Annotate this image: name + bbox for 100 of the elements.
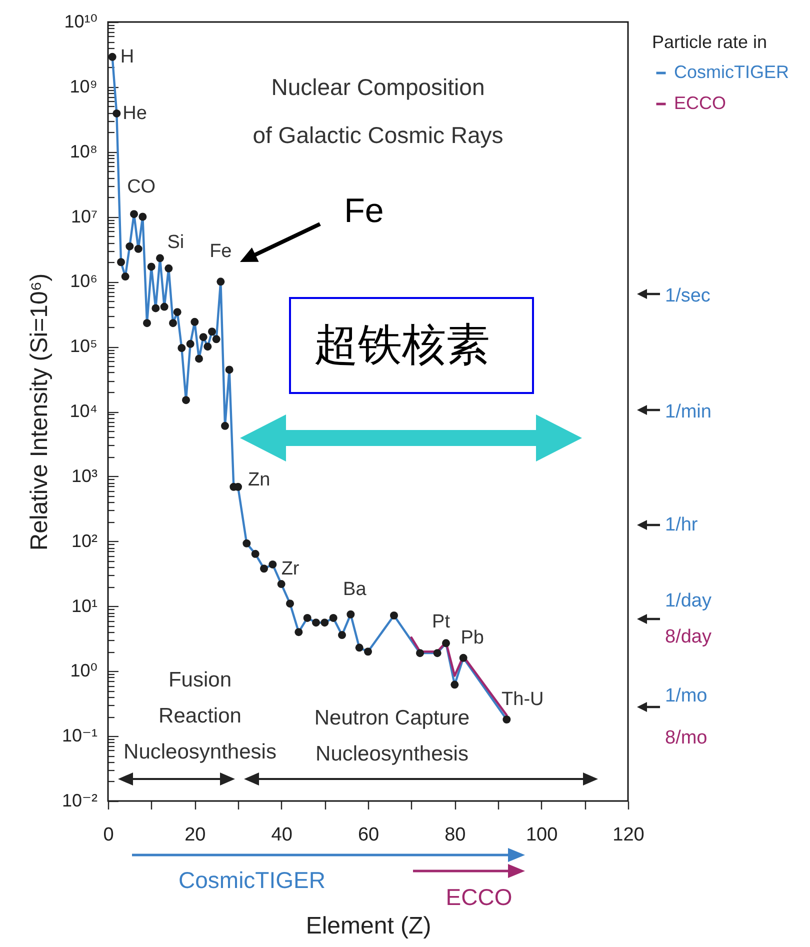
point [178,344,186,352]
x-tick-label: 20 [184,824,206,846]
annotation: CO [127,176,156,198]
y-tick-label: 10⁻¹ [62,726,98,746]
point [242,539,251,548]
point [108,52,116,61]
text: CosmicTIGER [178,867,326,893]
point [186,340,194,348]
text: 1/sec [665,286,710,306]
y-tick-label: 10⁴ [70,401,98,421]
legend-label: ECCO [674,93,726,113]
point [338,631,346,640]
point [152,304,160,312]
point [364,648,372,656]
point [117,258,125,266]
point [502,716,511,724]
text: 1/day [665,590,712,612]
annotation: Pt [432,612,451,633]
point [112,109,121,118]
y-tick-label: 10⁶ [70,271,98,292]
point [312,618,320,627]
annotation: Fusion Reaction Nucleosynthesis [124,668,276,764]
annotation: Si [167,232,184,253]
point [286,600,294,608]
text: 8/day [665,626,712,648]
point [212,335,220,344]
annotation: He [122,102,147,124]
y-tick-label: 10⁻² [62,790,98,810]
text: ECCO [446,884,512,910]
point [208,328,216,336]
point [450,680,459,689]
point [320,618,329,627]
x-tick-label: 100 [526,824,558,846]
y-tick-label: 10⁷ [70,206,98,226]
y-tick-label: 10² [71,530,98,551]
annotation: Fe [344,192,384,230]
point [416,649,424,658]
annotation: Fe [210,241,232,262]
point [182,396,190,404]
point [173,308,182,316]
point [294,628,303,636]
point [433,649,442,658]
annotation: Pb [460,627,484,648]
point [164,264,173,272]
point [221,422,229,430]
point [195,354,203,363]
x-axis-title: Element (Z) [306,912,432,940]
x-tick-label: 0 [103,824,114,846]
point [346,610,355,618]
annotation: H [120,46,134,68]
text: 1/hr [665,514,698,536]
point [156,254,164,262]
point [130,210,138,218]
point [277,580,286,588]
text: 1/mo [665,686,708,706]
point [442,639,450,648]
point [251,550,260,558]
x-tick-label: 80 [444,824,466,846]
point [268,560,277,568]
x-tick-label: 60 [358,824,380,846]
point [204,342,212,351]
annotation: Zr [281,558,300,580]
y-tick-label: 10⁵ [70,336,98,356]
y-axis-title: Relative Intensity (Si=10⁶) [26,273,53,551]
y-tick-label: 10¹ [71,596,98,616]
point [329,614,338,622]
point [134,244,142,253]
y-tick-label: 10⁸ [70,141,98,162]
point [459,654,468,662]
point [160,302,168,311]
y-tick-label: 10³ [71,466,98,486]
annotation: Neutron Capture Nucleosynthesis [314,706,470,766]
y-tick-label: 10⁹ [70,76,98,96]
point [355,644,364,652]
annotation: Ba [343,578,367,600]
text: Nuclear Composition of Galactic Cosmic Rays [252,74,504,148]
point [190,318,199,326]
x-tick-label: 120 [612,824,644,846]
text: 1/min [665,402,712,422]
annotation: Th-U [502,689,544,710]
point [260,564,268,573]
annotation: 超铁核素 [314,320,490,370]
point [143,319,151,328]
point [199,333,208,342]
y-tick-label: 10⁰ [70,660,98,681]
point [390,612,398,620]
x-tick-label: 40 [271,824,292,846]
point [126,242,134,250]
point [216,278,225,286]
point [138,212,147,221]
legend-title: Particle rate in [652,32,768,52]
legend-label: CosmicTIGER [674,62,790,82]
point [147,262,156,271]
point [303,614,312,622]
point [169,319,177,328]
annotation: Zn [248,469,270,490]
text: 8/mo [665,728,708,748]
y-tick-label: 10¹⁰ [64,12,98,32]
point [225,366,234,374]
point [121,272,130,281]
